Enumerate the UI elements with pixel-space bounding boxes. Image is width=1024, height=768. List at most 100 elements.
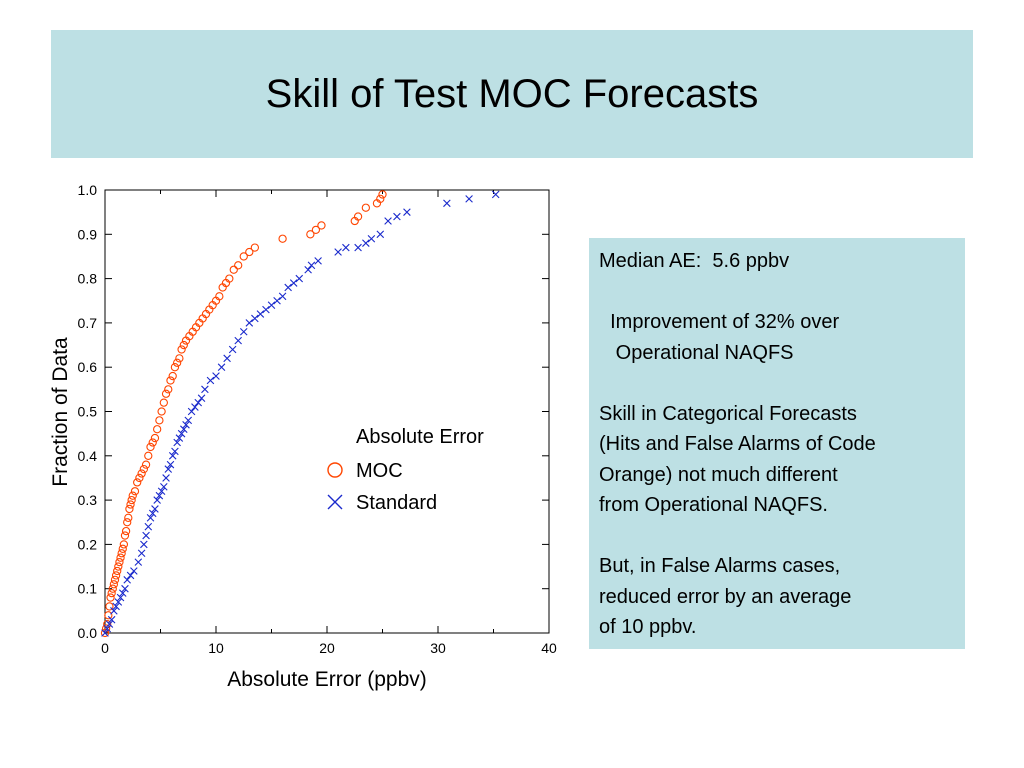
standard-point xyxy=(107,615,116,624)
standard-point xyxy=(393,212,401,221)
standard-point xyxy=(116,593,125,602)
chart-svg: 0 10 20 30 40 0.0 0.1 0.2 0.3 0.4 0.5 0.6 0.7 0.8 0.9 1… xyxy=(49,182,557,691)
moc-point xyxy=(124,513,133,522)
standard-point xyxy=(376,230,385,239)
standard-point xyxy=(384,217,392,225)
note-line: Skill in Categorical Forecasts xyxy=(599,402,857,425)
standard-point xyxy=(212,372,220,380)
y-tick-label: 0.7 xyxy=(78,315,98,331)
standard-point xyxy=(140,540,148,549)
moc-point xyxy=(150,433,160,443)
standard-point xyxy=(284,283,292,292)
moc-point xyxy=(215,292,224,301)
standard-point xyxy=(194,398,203,407)
standard-point xyxy=(182,421,190,429)
note-line: Orange) not much different xyxy=(599,463,838,486)
x-tick-label: 10 xyxy=(208,640,224,656)
moc-point xyxy=(234,261,243,270)
moc-point xyxy=(317,221,326,230)
moc-point xyxy=(278,234,287,243)
standard-point xyxy=(228,345,237,354)
standard-point xyxy=(166,460,175,469)
standard-point xyxy=(123,576,131,584)
moc-point xyxy=(177,345,186,354)
standard-point xyxy=(175,434,184,442)
standard-point xyxy=(354,243,362,252)
slide-title: Skill of Test MOC Forecasts xyxy=(265,71,759,116)
moc-point xyxy=(146,442,155,452)
cdf-chart: 0 10 20 30 40 0.0 0.1 0.2 0.3 0.4 0.5 0.6 0.7 0.8 0.9 1… xyxy=(40,170,570,700)
standard-point xyxy=(443,199,451,208)
moc-point xyxy=(111,571,121,580)
standard-point xyxy=(251,314,259,323)
moc-point xyxy=(119,540,129,549)
standard-point xyxy=(157,487,166,496)
x-axis-label: Absolute Error (ppbv) xyxy=(227,668,427,691)
legend-standard-marker xyxy=(327,494,343,510)
y-tick-label: 0.3 xyxy=(78,492,98,508)
moc-point xyxy=(311,225,321,235)
moc-point xyxy=(104,611,113,620)
moc-point xyxy=(100,628,110,638)
axis-ticks: 0 10 20 30 40 0.0 0.1 0.2 0.3 0.4 0.5 0.6 0.7 0.8 0.9 1… xyxy=(78,182,557,656)
x-tick-label: 40 xyxy=(541,640,557,656)
y-tick-label: 1.0 xyxy=(78,182,98,198)
standard-point xyxy=(164,465,173,473)
moc-point xyxy=(245,247,254,257)
standard-point xyxy=(206,376,215,385)
moc-point xyxy=(170,363,180,372)
standard-point xyxy=(262,305,270,314)
plot-frame xyxy=(104,189,550,634)
standard-point xyxy=(217,363,226,371)
standard-point xyxy=(177,429,186,438)
standard-point xyxy=(173,438,181,447)
moc-point xyxy=(116,553,125,562)
moc-point xyxy=(239,252,248,261)
standard-point xyxy=(134,558,143,566)
standard-point xyxy=(171,447,179,456)
standard-point xyxy=(491,190,500,199)
note-line: But, in False Alarms cases, xyxy=(599,555,841,577)
note-text: Median AE: 5.6 ppbv Improvement of 32% o… xyxy=(599,246,955,643)
standard-point xyxy=(187,407,196,416)
standard-point xyxy=(151,505,159,513)
moc-point xyxy=(110,575,120,584)
standard-point xyxy=(256,310,265,318)
standard-point xyxy=(184,416,193,425)
summary-note: Median AE: 5.6 ppbv Improvement of 32% o… xyxy=(589,238,965,649)
moc-point xyxy=(114,562,123,571)
standard-point xyxy=(245,319,254,327)
standard-point xyxy=(148,509,157,518)
standard-point xyxy=(112,602,120,611)
y-axis-label: Fraction of Data xyxy=(49,337,72,487)
standard-point xyxy=(168,452,177,460)
moc-point xyxy=(148,438,157,447)
note-line: Operational NAQFS xyxy=(599,341,794,364)
standard-point xyxy=(314,257,322,265)
standard-point xyxy=(267,301,276,309)
moc-point xyxy=(108,584,117,593)
moc-point xyxy=(144,451,153,460)
standard-point xyxy=(146,514,155,522)
note-line: of 10 ppbv. xyxy=(599,616,697,638)
standard-point xyxy=(103,624,112,633)
moc-point xyxy=(155,416,164,425)
moc-point xyxy=(107,588,116,598)
moc-point xyxy=(118,544,127,553)
moc-point xyxy=(179,340,188,350)
x-tick-label: 30 xyxy=(430,640,446,656)
standard-point xyxy=(160,483,168,491)
moc-point xyxy=(141,460,151,469)
moc-point xyxy=(168,371,177,381)
standard-point xyxy=(342,243,350,252)
moc-point xyxy=(161,389,171,398)
moc-point xyxy=(133,478,142,487)
moc-point xyxy=(128,491,137,500)
moc-point xyxy=(117,549,126,558)
moc-point xyxy=(166,376,175,385)
moc-point xyxy=(127,495,136,505)
series-layer xyxy=(100,190,500,638)
legend-label: MOC xyxy=(356,460,403,482)
moc-point xyxy=(164,385,173,394)
moc-point xyxy=(353,212,363,221)
